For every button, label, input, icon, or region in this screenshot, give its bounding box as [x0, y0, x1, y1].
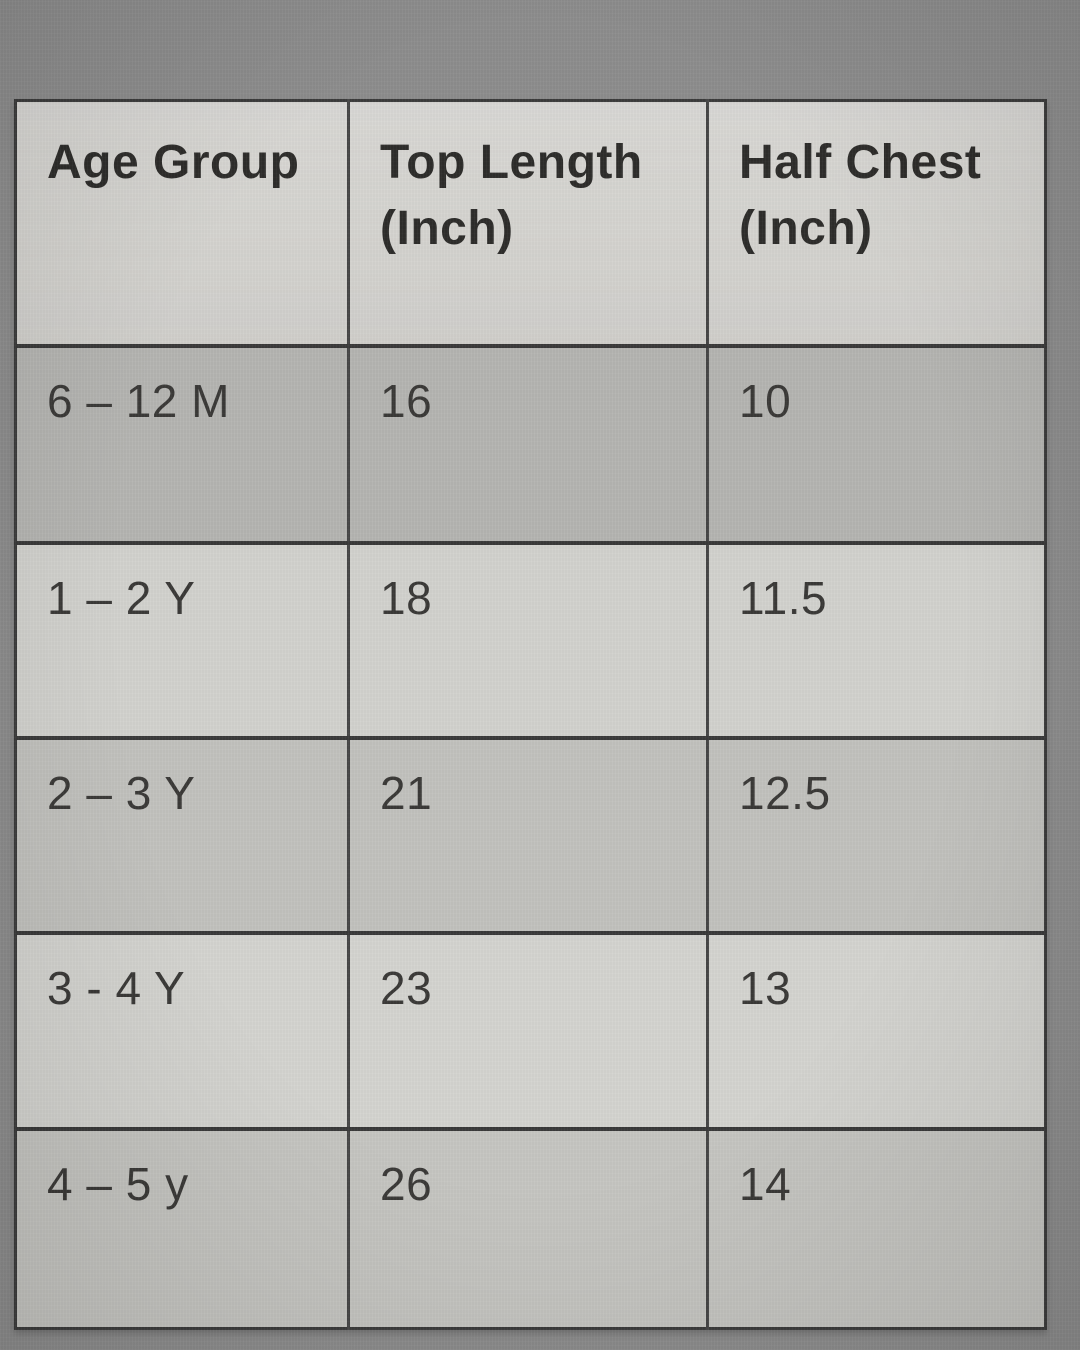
- table-row: 6 – 12 M 16 10: [15, 343, 1046, 543]
- age-group-cell: 4 – 5 y: [15, 1126, 349, 1329]
- age-group-cell: 1 – 2 Y: [15, 540, 349, 738]
- table-row: 3 - 4 Y 23 13: [15, 930, 1046, 1129]
- top-length-cell: 23: [347, 930, 708, 1129]
- half-chest-cell: 11.5: [706, 540, 1046, 738]
- header-row: Age Group Top Length (Inch) Half Chest (…: [15, 100, 1046, 346]
- table-row: 4 – 5 y 26 14: [15, 1126, 1046, 1329]
- age-group-cell: 6 – 12 M: [15, 343, 349, 543]
- half-chest-cell: 10: [706, 343, 1046, 543]
- age-group-cell: 3 - 4 Y: [15, 930, 349, 1129]
- table-row: 1 – 2 Y 18 11.5: [15, 540, 1046, 738]
- header-cell-top-length: Top Length (Inch): [347, 100, 708, 346]
- header-cell-half-chest: Half Chest (Inch): [706, 100, 1046, 346]
- top-length-cell: 26: [347, 1126, 708, 1329]
- header-cell-age-group: Age Group: [15, 100, 349, 346]
- half-chest-cell: 13: [706, 930, 1046, 1129]
- half-chest-cell: 12.5: [706, 735, 1046, 933]
- top-length-cell: 21: [347, 735, 708, 933]
- half-chest-cell: 14: [706, 1126, 1046, 1329]
- top-length-cell: 16: [347, 343, 708, 543]
- table-row: 2 – 3 Y 21 12.5: [15, 735, 1046, 933]
- top-length-cell: 18: [347, 540, 708, 738]
- size-chart-table: Age Group Top Length (Inch) Half Chest (…: [14, 99, 1047, 1330]
- age-group-cell: 2 – 3 Y: [15, 735, 349, 933]
